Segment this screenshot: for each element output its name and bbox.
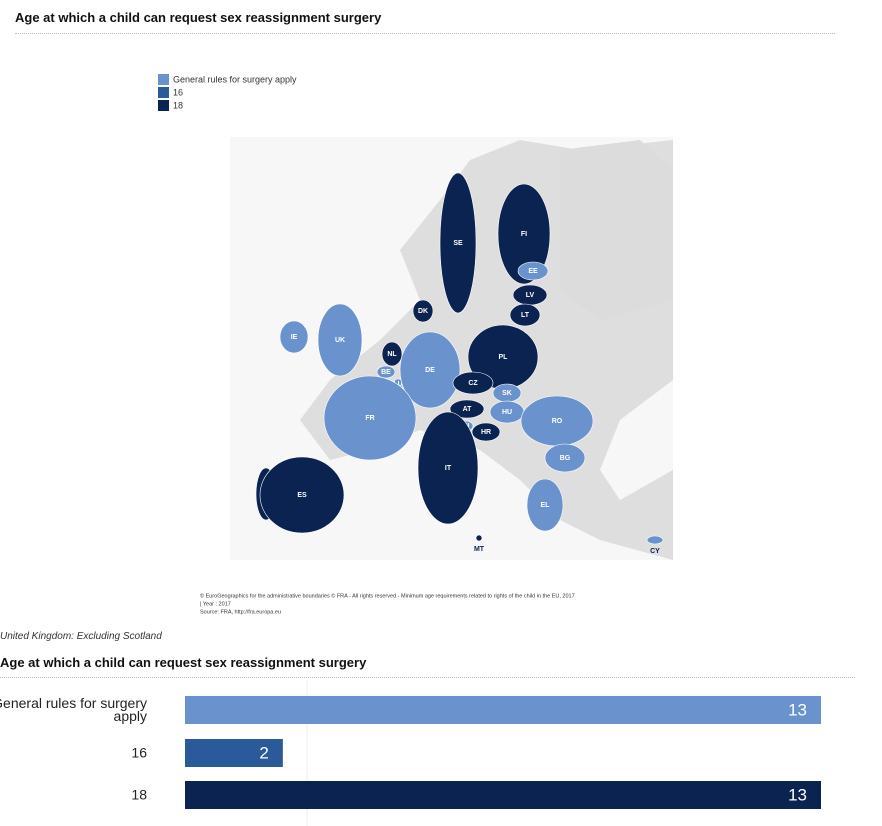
country-code: RO (552, 418, 563, 425)
country-code: EL (541, 502, 551, 509)
country (417, 411, 479, 525)
country-code: HR (481, 429, 491, 436)
country-code: EE (528, 268, 538, 275)
country (517, 261, 549, 281)
country (381, 341, 403, 367)
country (526, 478, 564, 532)
country (509, 303, 541, 327)
country-code: LT (521, 312, 530, 319)
country (646, 535, 664, 545)
chart-title: Age at which a child can request sex rea… (0, 655, 367, 670)
bar (185, 781, 821, 809)
country (376, 365, 396, 379)
country (475, 534, 483, 542)
country-code: LV (526, 292, 535, 299)
country-code: CZ (468, 380, 478, 387)
legend-label: 16 (173, 87, 183, 97)
map: General rules for surgery apply 16 18 SE FI E… (158, 74, 673, 615)
country (279, 320, 309, 354)
country (452, 371, 494, 395)
country-code: PL (499, 354, 509, 361)
bar (185, 696, 821, 724)
country (412, 299, 434, 323)
country (449, 399, 485, 419)
y-tick-label: 16 (131, 744, 147, 761)
country-code: DE (425, 367, 435, 374)
country (323, 375, 417, 461)
note: United Kingdom: Excluding Scotland (0, 631, 162, 642)
country (259, 456, 345, 534)
divider (0, 677, 855, 678)
value-label: 2 (259, 743, 268, 762)
country-code: BE (381, 369, 391, 376)
country (497, 183, 551, 285)
y-tick-label: General rules for surgery apply (0, 695, 147, 724)
country (439, 172, 477, 314)
country (399, 331, 461, 409)
country-code: AT (463, 406, 473, 413)
page-title: Age at which a child can request sex rea… (15, 10, 382, 25)
country (471, 422, 501, 442)
legend-label: General rules for surgery apply (173, 74, 297, 84)
country-code: MT (474, 546, 485, 553)
country (544, 443, 586, 473)
country-code: CY (650, 548, 660, 555)
bar (185, 739, 283, 767)
country-code: HU (502, 409, 512, 416)
country-code: DK (418, 308, 428, 315)
legend-swatch (158, 87, 169, 98)
country-code: IE (291, 334, 298, 341)
country (317, 303, 363, 377)
legend-swatch (158, 74, 169, 85)
value-label: 13 (788, 700, 807, 719)
legend-swatch (158, 100, 169, 111)
credit: Source: FRA, http://fra.europa.eu (200, 609, 281, 615)
value-label: 13 (788, 785, 807, 804)
divider (15, 33, 835, 34)
country-code: BG (560, 455, 571, 462)
country-code: UK (335, 337, 345, 344)
country-code: FI (521, 231, 527, 238)
country-code: IT (445, 465, 452, 472)
country-code: FR (365, 415, 374, 422)
country-code: SE (453, 240, 463, 247)
credit: © EuroGeographics for the administrative… (200, 592, 575, 599)
land (560, 140, 673, 320)
credit: | Year : 2017 (200, 601, 231, 607)
country-code: SK (502, 390, 512, 397)
country-code: ES (297, 492, 307, 499)
y-tick-label: 18 (131, 786, 147, 803)
country-code: NL (387, 351, 397, 358)
chart: 13 2 13 (185, 680, 821, 826)
legend-label: 18 (173, 100, 183, 110)
